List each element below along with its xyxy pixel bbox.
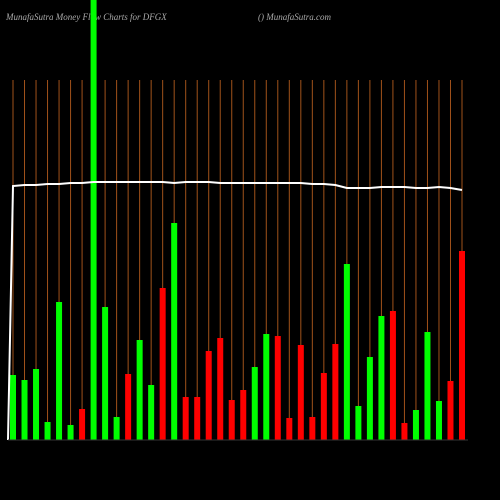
bar [44,422,51,440]
bar [171,223,178,440]
bar [148,385,155,440]
bar [102,307,109,440]
chart-subtitle: () MunafaSutra.com [258,12,331,22]
bar [67,425,74,440]
bar [56,302,63,440]
bar [125,374,132,440]
bar [90,0,97,440]
bar [136,340,143,440]
bar [251,367,258,440]
bar [274,336,281,440]
bar [435,401,442,440]
bar [332,344,339,440]
bar [205,351,212,440]
bar [355,406,362,440]
bar [447,381,454,440]
bar [366,357,373,440]
bar [320,373,327,440]
bar [79,409,86,440]
bar [21,380,28,440]
bar [10,375,16,440]
bar [263,334,270,440]
line [7,181,463,441]
bar [240,390,247,440]
bar [33,369,40,440]
bar [297,345,304,440]
bar [378,316,385,440]
bar [309,417,316,440]
bar [286,418,293,440]
bar [389,311,396,440]
bar [401,423,408,440]
bar [182,397,189,440]
bar [412,410,419,440]
bar [459,251,465,440]
bar [228,400,235,440]
bar [424,332,431,440]
bar [217,338,224,440]
bar [113,417,120,440]
bar [159,288,166,440]
bar [194,397,201,440]
bar [343,264,350,440]
chart-title: MunafaSutra Money Flow Charts for DFGX [5,12,167,22]
